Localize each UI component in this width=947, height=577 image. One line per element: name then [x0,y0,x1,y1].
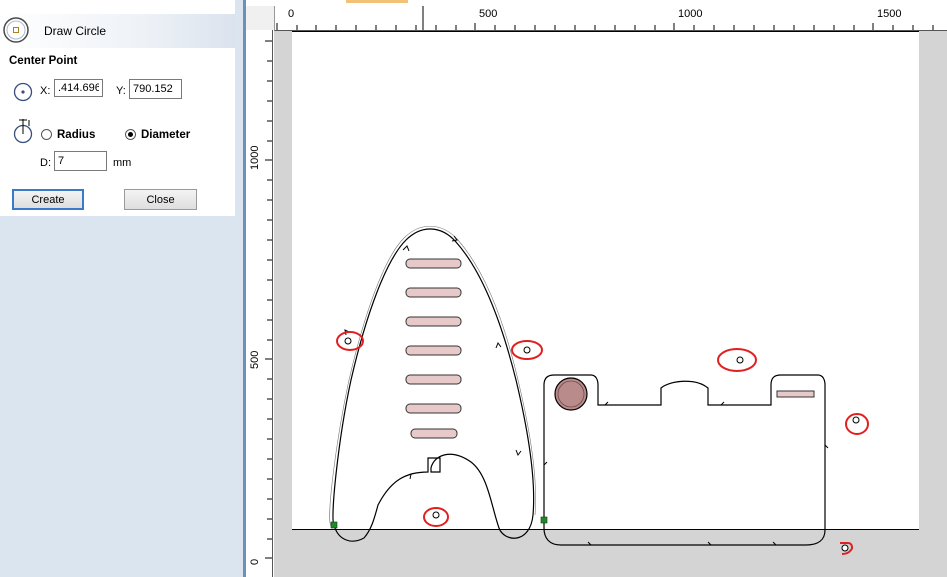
vertical-ruler: 1000 500 0 [246,30,273,577]
diameter-label[interactable]: Diameter [141,129,191,141]
h-ruler-label: 1000 [678,8,703,20]
x-label: X: [40,85,51,97]
center-point-icon [13,82,33,102]
h-ruler-label: 0 [288,8,295,20]
draw-circle-icon [3,17,29,43]
diameter-input[interactable] [54,151,107,171]
y-coordinate-input[interactable] [129,79,182,99]
radius-radio[interactable] [41,129,52,140]
diameter-radio[interactable] [125,129,136,140]
horizontal-ruler-ticks [276,6,934,30]
y-label: Y: [116,85,126,97]
panel-title: Draw Circle [44,24,107,38]
create-button[interactable]: Create [12,189,84,210]
unit-label: mm [113,157,132,169]
center-point-heading: Center Point [9,55,78,67]
view-tab-indicator[interactable] [346,0,408,3]
close-button[interactable]: Close [124,189,197,210]
x-coordinate-input[interactable] [54,79,103,97]
panel-header [0,14,235,48]
draw-circle-panel: Draw Circle Center Point X: Y: Radius Di… [0,0,243,577]
vector-drawing[interactable] [246,0,947,577]
drawn-circles [344,337,860,552]
right-part-outline [543,374,826,546]
h-ruler-label: 500 [479,8,498,20]
vertical-ruler-ticks [265,40,272,559]
horizontal-ruler: 0 500 1000 1500 [274,6,947,31]
start-markers [330,516,548,529]
ruler-corner [246,6,274,30]
diameter-measure-icon [13,119,33,144]
left-part-slots [405,258,462,439]
red-annotations [336,331,869,555]
left-part-outline [329,226,536,542]
h-ruler-label: 1500 [877,8,902,20]
radius-label[interactable]: Radius [57,129,96,141]
drawing-view: 0 500 1000 1500 1000 500 0 [246,0,947,577]
material-sheet[interactable] [292,31,919,530]
d-label: D: [40,157,51,169]
panel-splitter[interactable] [243,0,246,577]
